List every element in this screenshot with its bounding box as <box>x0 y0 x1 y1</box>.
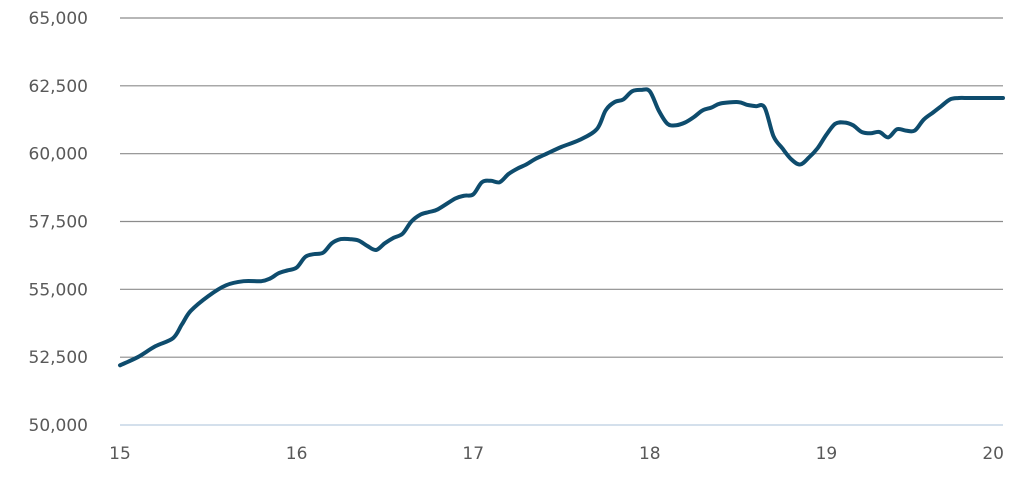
x-tick-label: 19 <box>816 444 838 464</box>
y-tick-label: 57,500 <box>29 213 88 233</box>
y-tick-label: 62,500 <box>29 77 88 97</box>
x-tick-label: 18 <box>639 444 661 464</box>
x-tick-label: 15 <box>109 444 131 464</box>
y-tick-label: 50,000 <box>29 416 88 436</box>
x-tick-label: 20 <box>982 444 1004 464</box>
x-axis-tick-labels: 15 16 17 18 19 20 <box>109 444 1004 464</box>
x-tick-label: 17 <box>462 444 484 464</box>
y-gridlines <box>120 17 1003 426</box>
y-axis-tick-labels: 50,000 52,500 55,000 57,500 60,000 62,500 65,0… <box>29 9 88 436</box>
y-tick-label: 55,000 <box>29 280 88 300</box>
y-tick-label: 65,000 <box>29 9 88 29</box>
x-tick-label: 16 <box>286 444 308 464</box>
series-line <box>118 87 1005 368</box>
y-tick-label: 52,500 <box>29 348 88 368</box>
y-tick-label: 60,000 <box>29 145 88 165</box>
